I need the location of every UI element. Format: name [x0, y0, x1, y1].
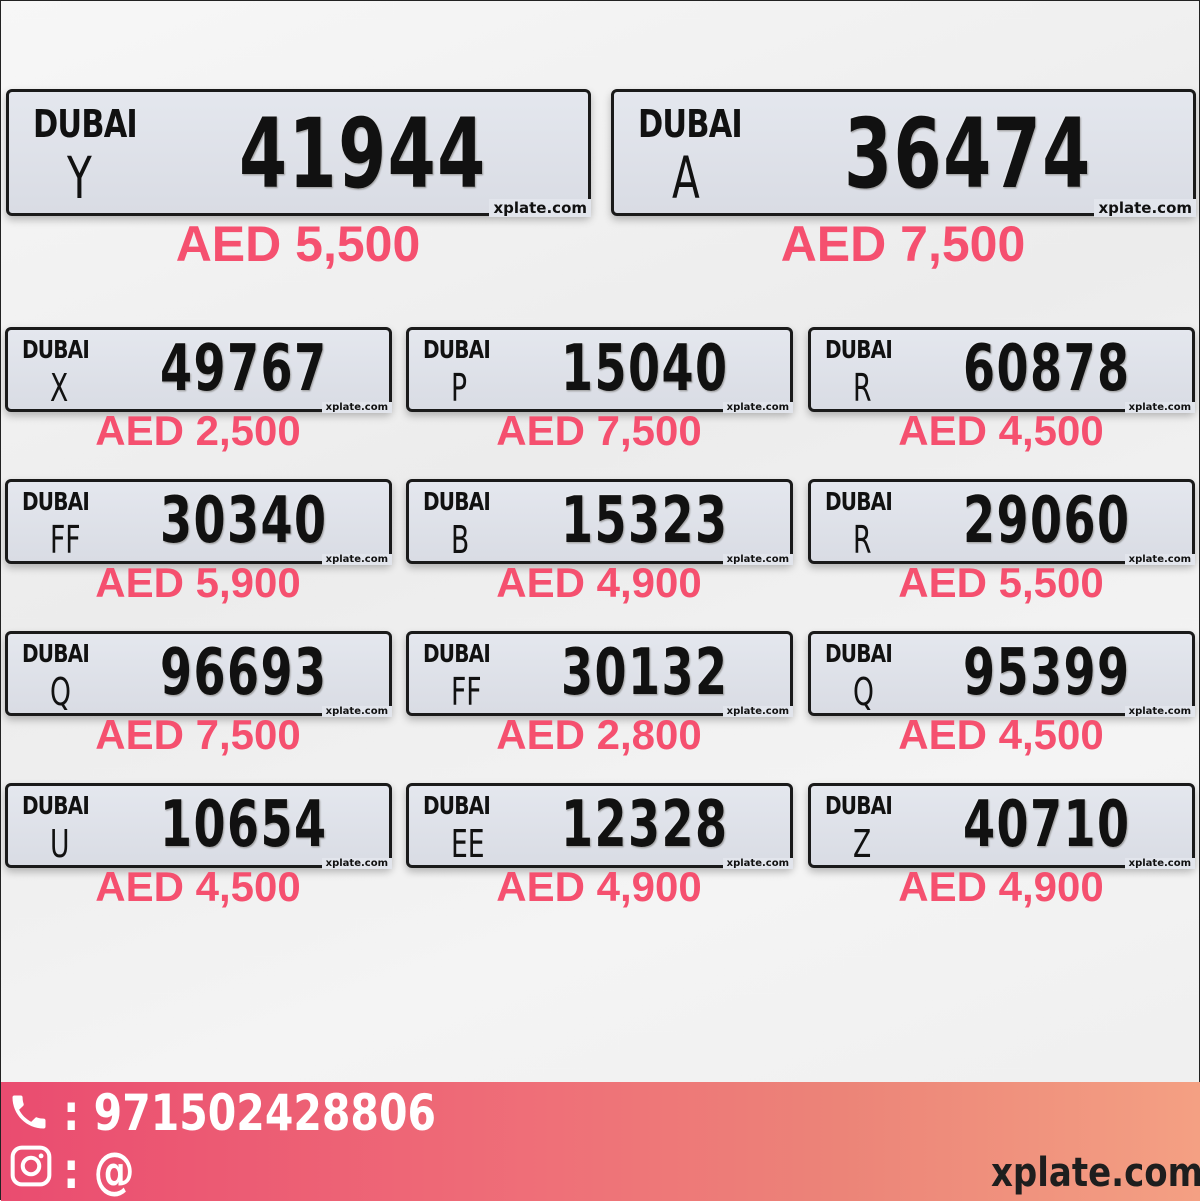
plate-number: 30132 — [561, 636, 729, 710]
dubai-logo: DUBAI — [22, 335, 90, 364]
phone-icon — [12, 1095, 46, 1129]
brand-name: xplate.com — [991, 1150, 1200, 1196]
plate-number: 60878 — [963, 332, 1131, 406]
plate-code: EE — [451, 822, 485, 866]
license-plate[interactable]: DUBAI X 49767 xplate.com — [5, 327, 392, 413]
plate-watermark: xplate.com — [1094, 199, 1196, 217]
dubai-logo: DUBAI — [22, 791, 90, 820]
plate-number: 15040 — [561, 332, 729, 406]
plate-code: Q — [853, 670, 874, 714]
plate-price: AED 2,800 — [496, 711, 702, 758]
dubai-logo: DUBAI — [423, 791, 491, 820]
plate-number: 15323 — [561, 484, 729, 558]
plate-number: 29060 — [963, 484, 1131, 558]
plate-code: FF — [50, 518, 81, 562]
instagram-icon — [10, 1145, 52, 1187]
plate-watermark: xplate.com — [489, 199, 591, 217]
license-plate[interactable]: DUBAI FF 30132 xplate.com — [406, 631, 793, 717]
plate-number: 10654 — [160, 788, 328, 862]
license-plate[interactable]: DUBAI Q 96693 xplate.com — [5, 631, 392, 717]
instagram-handle[interactable]: : @ — [63, 1142, 135, 1200]
plate-number: 41944 — [239, 98, 487, 210]
plate-number: 12328 — [561, 788, 729, 862]
plate-price: AED 4,500 — [898, 711, 1104, 758]
dubai-logo: DUBAI — [423, 335, 491, 364]
license-plate[interactable]: DUBAI B 15323 xplate.com — [406, 479, 793, 565]
plate-price: AED 5,900 — [95, 559, 301, 606]
plate-code: P — [451, 366, 468, 410]
dubai-logo: DUBAI — [423, 639, 491, 668]
dubai-logo: DUBAI — [825, 791, 893, 820]
plate-watermark: xplate.com — [722, 554, 793, 565]
dubai-logo: DUBAI — [423, 487, 491, 516]
plate-watermark: xplate.com — [1124, 706, 1195, 717]
plate-number: 95399 — [963, 636, 1131, 710]
plate-watermark: xplate.com — [321, 402, 392, 413]
plate-number: 36474 — [844, 98, 1092, 210]
plate-watermark: xplate.com — [321, 706, 392, 717]
plate-price: AED 4,900 — [898, 863, 1104, 910]
plate-code: B — [451, 518, 470, 562]
plate-price: AED 5,500 — [175, 216, 421, 272]
plate-code: R — [853, 518, 872, 562]
plate-code: R — [853, 366, 872, 410]
license-plate[interactable]: DUBAI U 10654 xplate.com — [5, 783, 392, 869]
dubai-logo: DUBAI — [825, 639, 893, 668]
plate-price: AED 7,500 — [496, 407, 702, 454]
dubai-logo: DUBAI — [22, 487, 90, 516]
plate-watermark: xplate.com — [321, 858, 392, 869]
plate-price: AED 4,900 — [496, 863, 702, 910]
license-plate[interactable]: DUBAI R 60878 xplate.com — [808, 327, 1195, 413]
plate-code: Y — [67, 144, 92, 212]
plate-number: 40710 — [963, 788, 1131, 862]
plate-number: 96693 — [160, 636, 328, 710]
dubai-logo: DUBAI — [22, 639, 90, 668]
license-plate[interactable]: DUBAI R 29060 xplate.com — [808, 479, 1195, 565]
plate-watermark: xplate.com — [321, 554, 392, 565]
plate-code: Z — [853, 822, 872, 866]
license-plate[interactable]: DUBAI Q 95399 xplate.com — [808, 631, 1195, 717]
license-plate[interactable]: DUBAI EE 12328 xplate.com — [406, 783, 793, 869]
plate-code: FF — [451, 670, 482, 714]
plate-code: X — [50, 366, 69, 410]
plate-price: AED 4,900 — [496, 559, 702, 606]
plate-price: AED 5,500 — [898, 559, 1104, 606]
license-plate[interactable]: DUBAI A 36474 xplate.com — [611, 89, 1196, 217]
plate-code: Q — [50, 670, 71, 714]
plate-price: AED 7,500 — [780, 216, 1026, 272]
plate-number: 49767 — [160, 332, 328, 406]
plate-watermark: xplate.com — [1124, 554, 1195, 565]
contact-footer: : 971502428806 : @ xplate.com — [1, 1082, 1200, 1201]
dubai-logo: DUBAI — [638, 102, 743, 146]
dubai-logo: DUBAI — [33, 102, 138, 146]
plate-watermark: xplate.com — [722, 706, 793, 717]
plate-watermark: xplate.com — [1124, 858, 1195, 869]
plate-watermark: xplate.com — [1124, 402, 1195, 413]
plate-price: AED 4,500 — [95, 863, 301, 910]
plate-number: 30340 — [160, 484, 328, 558]
dubai-logo: DUBAI — [825, 487, 893, 516]
phone-number[interactable]: : 971502428806 — [63, 1084, 437, 1142]
plate-price: AED 7,500 — [95, 711, 301, 758]
plate-watermark: xplate.com — [722, 402, 793, 413]
plate-watermark: xplate.com — [722, 858, 793, 869]
dubai-logo: DUBAI — [825, 335, 893, 364]
license-plate[interactable]: DUBAI Y 41944 xplate.com — [6, 89, 591, 217]
plate-code: A — [672, 144, 700, 212]
license-plate[interactable]: DUBAI FF 30340 xplate.com — [5, 479, 392, 565]
plate-price: AED 2,500 — [95, 407, 301, 454]
license-plate[interactable]: DUBAI P 15040 xplate.com — [406, 327, 793, 413]
license-plate[interactable]: DUBAI Z 40710 xplate.com — [808, 783, 1195, 869]
plate-code: U — [50, 822, 70, 866]
plate-price: AED 4,500 — [898, 407, 1104, 454]
